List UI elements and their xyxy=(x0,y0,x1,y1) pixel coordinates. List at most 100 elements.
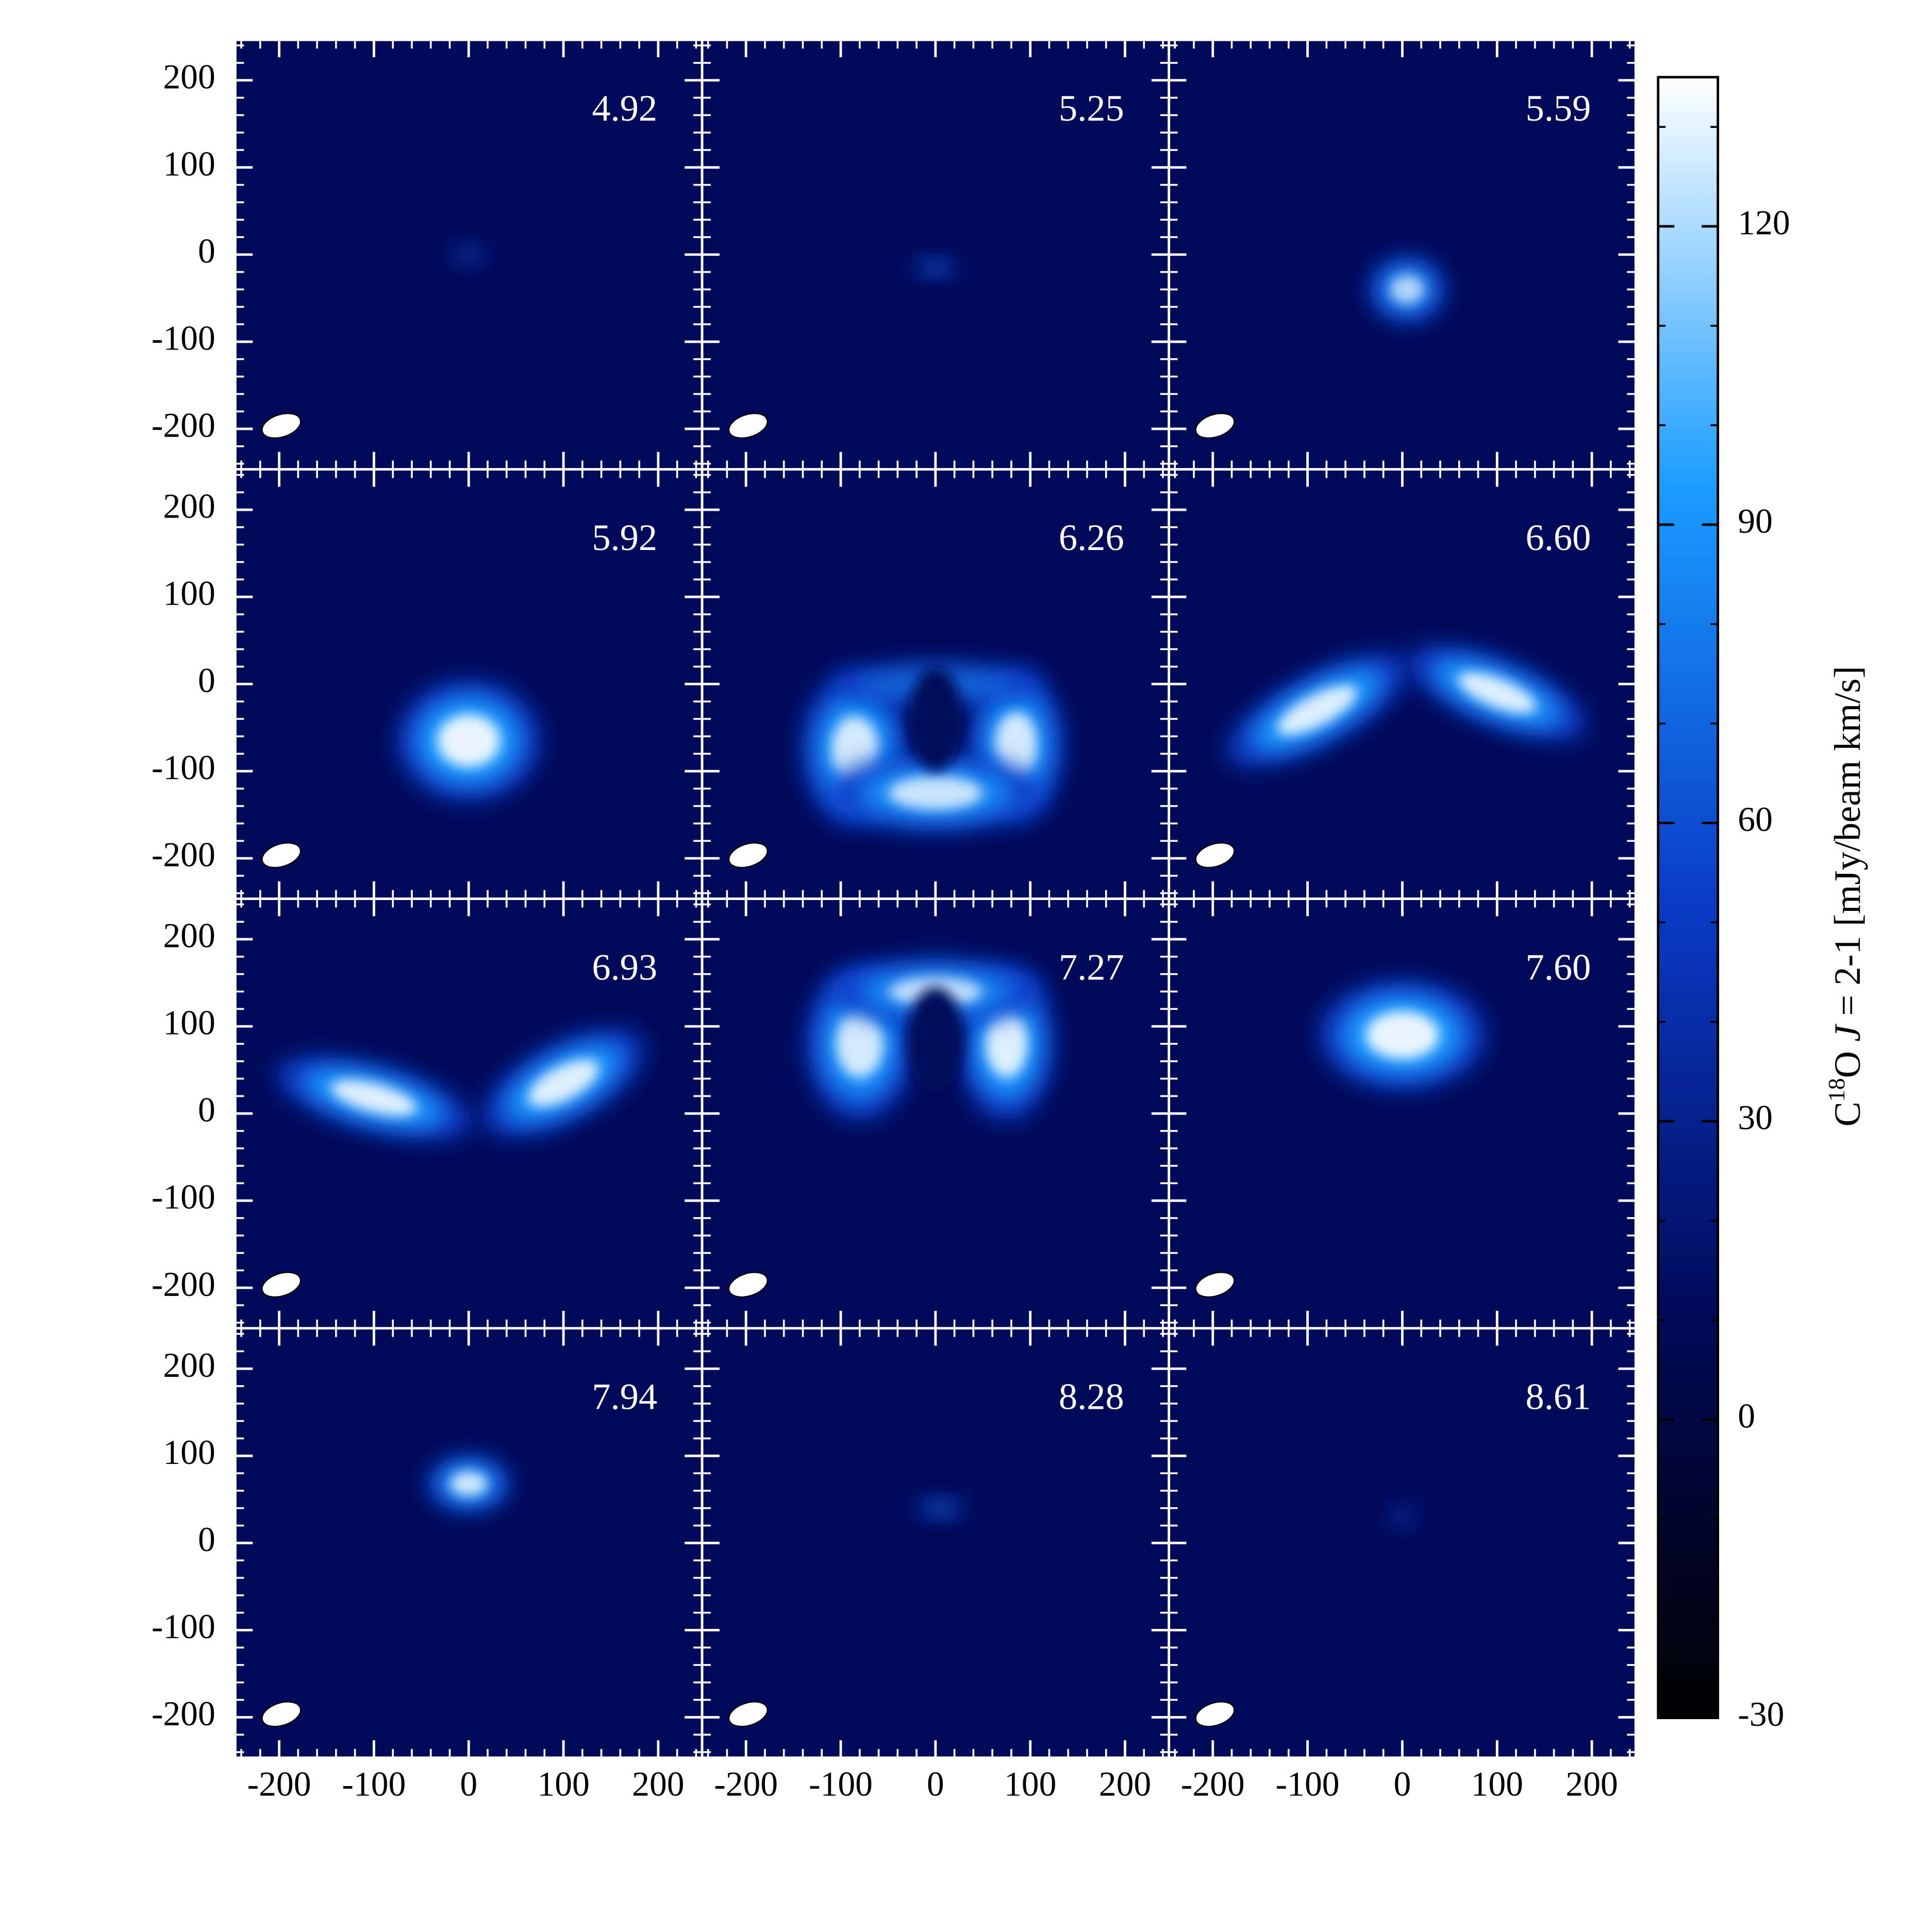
channel-label: 7.60 xyxy=(1526,946,1591,988)
channel-label: 5.25 xyxy=(1059,87,1124,129)
colorbar-tick-label: 60 xyxy=(1738,800,1773,839)
colorbar-tick-label: 30 xyxy=(1738,1098,1773,1137)
y-tick-label: 200 xyxy=(163,57,215,96)
y-tick-label: -100 xyxy=(152,319,215,357)
x-tick-label: 0 xyxy=(927,1764,944,1803)
channel-panel: 4.92 -200 -100 0 100 200 xyxy=(152,41,701,469)
y-tick-label: -100 xyxy=(152,1178,215,1217)
channel-label: 7.94 xyxy=(592,1375,657,1417)
y-tick-label: -200 xyxy=(152,836,215,874)
x-tick-label: 200 xyxy=(632,1764,684,1803)
panel-background xyxy=(703,41,1168,469)
channel-label: 5.59 xyxy=(1526,87,1591,129)
label-part: = 2-1 [mJy/beam km/s] xyxy=(1826,666,1868,1025)
colorbar-label: C18O J = 2-1 [mJy/beam km/s] xyxy=(1823,666,1868,1126)
y-tick-label: -200 xyxy=(152,1694,215,1733)
emission-core xyxy=(450,1472,487,1496)
beam xyxy=(261,412,302,439)
emission-core xyxy=(888,776,982,810)
x-tick-label: 100 xyxy=(1471,1764,1523,1803)
y-tick-label: 0 xyxy=(198,1520,215,1559)
channel-label: 8.28 xyxy=(1059,1375,1124,1417)
beam xyxy=(728,842,768,869)
x-tick-label: -100 xyxy=(1276,1764,1340,1803)
panel-background xyxy=(1170,900,1635,1327)
emission-body xyxy=(1392,1509,1413,1525)
emission xyxy=(802,662,1064,831)
emission xyxy=(917,1497,964,1519)
colorbar: -30 0 30 60 90 120 C18O J = 2-1 [mJy/beam km/s… xyxy=(1657,76,1868,1734)
label-part: O xyxy=(1826,1042,1868,1078)
emission xyxy=(1226,646,1586,767)
y-tick-label: 0 xyxy=(198,1091,215,1129)
beam xyxy=(1195,412,1235,439)
beam xyxy=(261,842,302,869)
label-italic: J xyxy=(1826,1024,1868,1042)
y-tick-label: 200 xyxy=(163,487,215,525)
channel-panel: 7.27 xyxy=(703,900,1168,1327)
emission-core xyxy=(995,711,1037,779)
channel-label: 6.93 xyxy=(592,946,657,988)
emission-core xyxy=(1365,1011,1439,1059)
x-tick-label: 200 xyxy=(1565,1764,1618,1803)
y-tick-label: -200 xyxy=(152,406,215,444)
x-tick-label: -200 xyxy=(247,1764,311,1803)
ring-hole xyxy=(909,667,962,772)
beam xyxy=(261,1701,302,1727)
y-tick-label: 100 xyxy=(163,144,215,183)
colorbar-tick-label: -30 xyxy=(1738,1695,1784,1734)
beam xyxy=(728,1701,768,1727)
panel-background xyxy=(1170,1329,1635,1757)
x-tick-label: -100 xyxy=(342,1764,406,1803)
emission xyxy=(427,1456,510,1511)
y-tick-label: -100 xyxy=(152,1607,215,1646)
emission xyxy=(1369,257,1445,322)
y-tick-label: 0 xyxy=(198,231,215,270)
emission-core xyxy=(437,714,500,768)
emission-core xyxy=(836,1010,884,1078)
colorbar-tick-label: 90 xyxy=(1738,502,1773,540)
ring-hole xyxy=(907,987,964,1092)
x-tick-label: 200 xyxy=(1099,1764,1151,1803)
channel-panel: 8.61 -200 -100 0 100 200 xyxy=(1170,1329,1635,1803)
y-tick-label: 0 xyxy=(198,661,215,700)
x-tick-label: 0 xyxy=(460,1764,477,1803)
channel-panel: 7.60 xyxy=(1170,900,1635,1327)
channel-label: 6.26 xyxy=(1059,517,1124,558)
x-tick-label: 0 xyxy=(1394,1764,1411,1803)
label-superscript: 18 xyxy=(1823,1078,1849,1102)
colorbar-tick-label: 120 xyxy=(1738,204,1790,242)
x-tick-label: -200 xyxy=(714,1764,778,1803)
emission-body xyxy=(456,246,482,263)
label-part: C xyxy=(1826,1102,1868,1126)
y-tick-label: 100 xyxy=(163,1433,215,1472)
emission-core xyxy=(528,1059,599,1107)
x-tick-label: -200 xyxy=(1181,1764,1245,1803)
y-tick-label: 100 xyxy=(163,574,215,612)
emission-core xyxy=(1277,685,1357,735)
beam xyxy=(1195,842,1235,869)
beam xyxy=(261,1272,302,1298)
emission-core xyxy=(986,1010,1028,1078)
beam xyxy=(728,1272,768,1298)
emission xyxy=(397,680,540,801)
channel-panel: 6.26 xyxy=(703,470,1168,898)
channel-panel: 8.28 -200 -100 0 100 200 xyxy=(703,1329,1168,1803)
colorbar-gradient xyxy=(1657,76,1720,1720)
channel-label: 4.92 xyxy=(592,87,657,129)
emission-body xyxy=(920,260,951,275)
emission xyxy=(1388,1506,1417,1528)
emission xyxy=(276,1029,644,1139)
channel-label: 5.92 xyxy=(592,517,657,558)
emission-core xyxy=(1390,275,1424,304)
emission xyxy=(914,258,957,278)
x-tick-label: 100 xyxy=(537,1764,589,1803)
emission xyxy=(1319,980,1486,1090)
beam xyxy=(1195,1272,1235,1298)
channel-panel: 7.94 -200 -100 0 100 200 -200 -100 0 100 200 xyxy=(152,1329,701,1803)
panel-background xyxy=(703,1329,1168,1757)
y-tick-label: -100 xyxy=(152,748,215,787)
emission-core xyxy=(1458,672,1536,713)
